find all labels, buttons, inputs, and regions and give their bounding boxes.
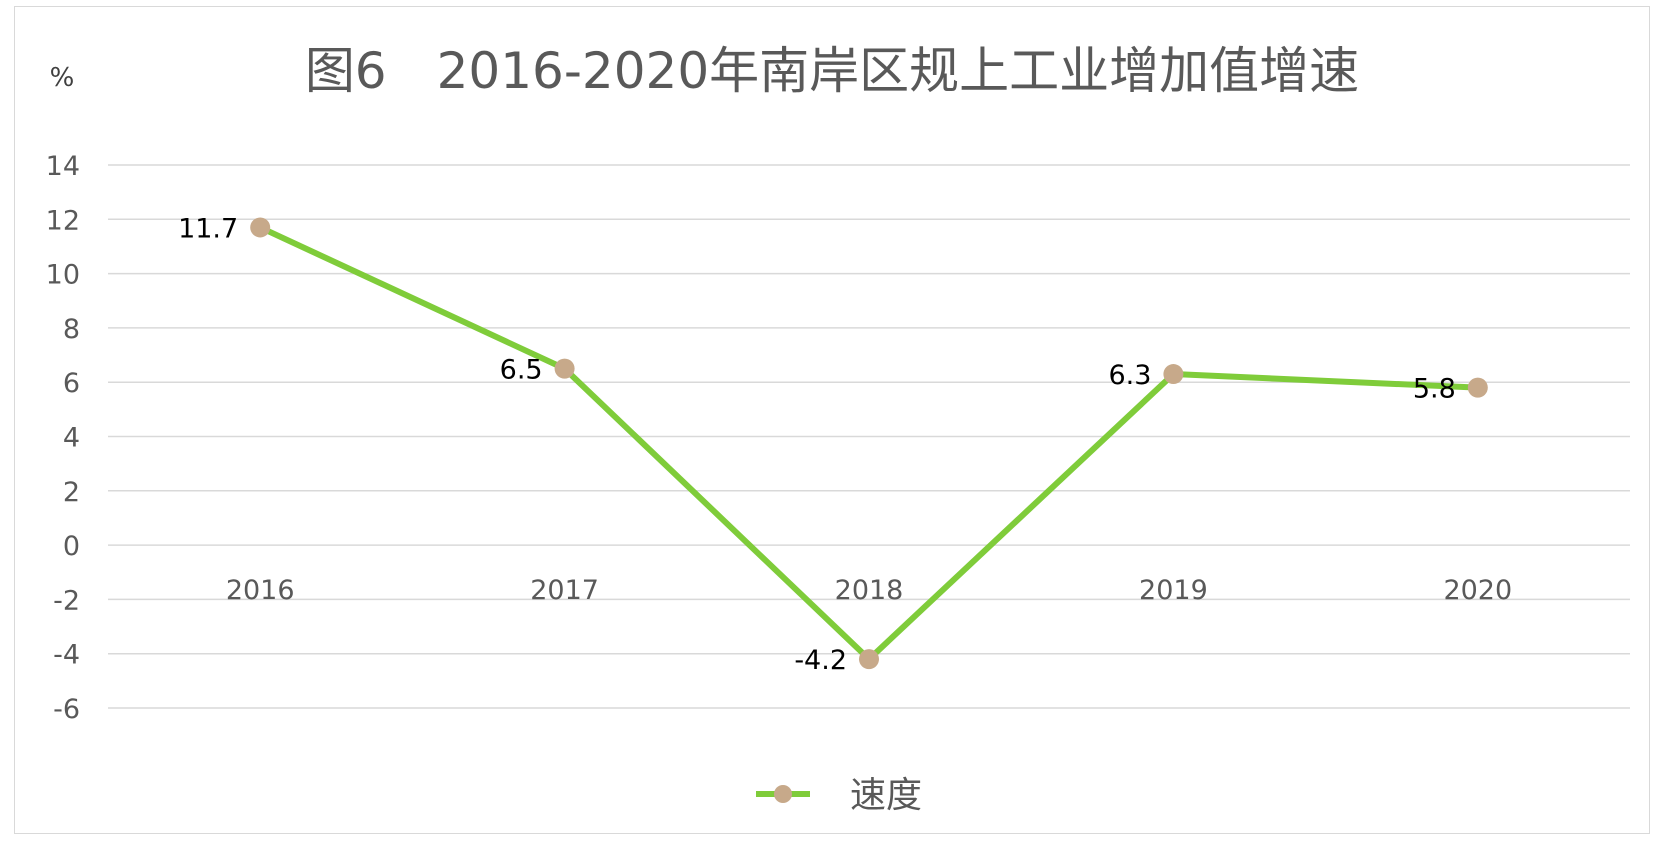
data-label: 5.8 (1413, 374, 1456, 405)
data-label: 6.5 (500, 355, 543, 386)
y-unit-label: % (50, 63, 75, 93)
legend-marker-swatch (774, 785, 792, 803)
x-axis-ticks: 2016 2017 2018 2019 2020 (226, 575, 1512, 606)
y-tick-label: 4 (63, 423, 80, 454)
data-point-marker (1163, 364, 1184, 385)
series-speed (250, 217, 1488, 670)
y-tick-label: 2 (63, 477, 80, 508)
x-tick-label: 2018 (835, 575, 904, 606)
data-point-marker (250, 217, 271, 238)
y-tick-label: -4 (53, 640, 80, 671)
x-tick-label: 2019 (1139, 575, 1208, 606)
y-tick-label: 6 (63, 368, 80, 399)
data-labels: 11.7 6.5 -4.2 6.3 5.8 (178, 213, 1456, 676)
y-tick-label: 8 (63, 314, 80, 345)
chart-frame (14, 6, 1650, 834)
legend: 速度 (756, 775, 922, 816)
y-tick-label: 14 (46, 151, 80, 182)
x-tick-label: 2020 (1443, 575, 1512, 606)
y-tick-label: -6 (53, 694, 80, 725)
y-tick-label: 0 (63, 531, 80, 562)
y-tick-label: 12 (46, 205, 80, 236)
data-point-marker (1467, 377, 1488, 398)
x-tick-label: 2016 (226, 575, 295, 606)
y-tick-label: 10 (46, 260, 80, 291)
legend-label: 速度 (850, 775, 922, 816)
data-label: 6.3 (1108, 360, 1151, 391)
gridlines (108, 164, 1630, 709)
x-tick-label: 2017 (530, 575, 599, 606)
y-tick-label: -2 (53, 585, 80, 616)
data-label: -4.2 (794, 645, 847, 676)
data-point-marker (859, 649, 879, 670)
data-label: 11.7 (178, 213, 238, 244)
chart-title: 图6 2016-2020年南岸区规上工业增加值增速 (305, 42, 1359, 100)
y-axis-ticks: 14 12 10 8 6 4 2 0 -2 -4 -6 (46, 151, 80, 725)
data-point-marker (554, 358, 575, 379)
